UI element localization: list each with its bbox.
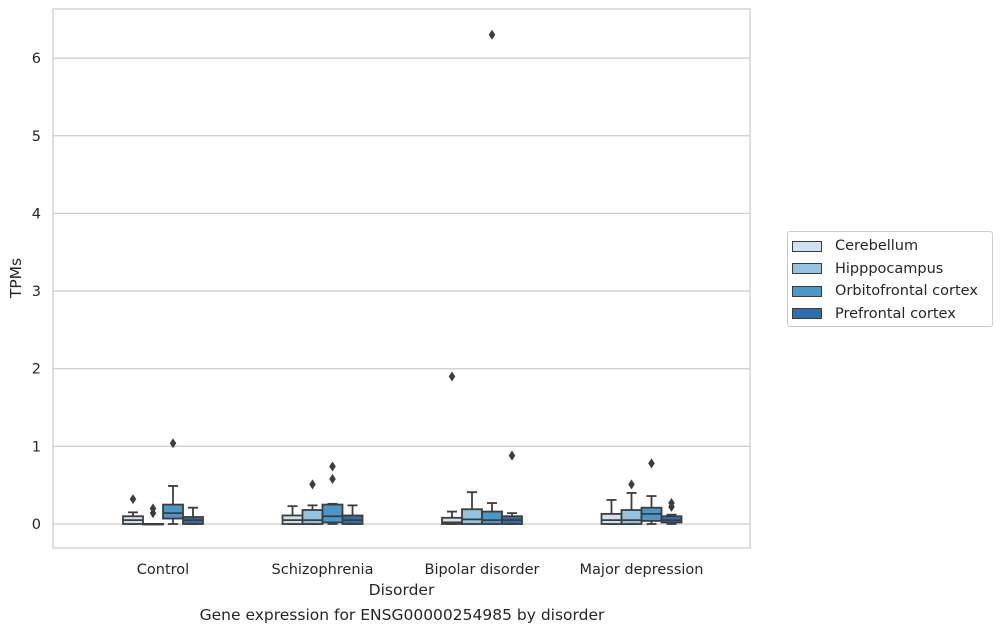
y-tick-label: 6	[32, 51, 41, 67]
outlier-point	[329, 473, 336, 484]
box-body	[620, 509, 643, 525]
y-tick-label: 1	[32, 439, 41, 455]
legend-item: Cerebellum	[792, 237, 918, 255]
figure-caption: Gene expression for ENSG00000254985 by d…	[199, 606, 605, 624]
x-tick-label: Schizophrenia	[272, 562, 374, 578]
y-tick-label: 2	[32, 362, 41, 378]
outlier-point	[448, 371, 456, 382]
box-prefrontal-cortex	[660, 498, 683, 525]
box-hipppocampus	[301, 479, 324, 525]
outlier-point	[648, 458, 655, 469]
x-tick-label: Major depression	[580, 562, 704, 578]
x-tick-label: Bipolar disorder	[425, 562, 540, 578]
box-body	[162, 503, 184, 520]
box-orbitofrontal-cortex	[640, 458, 663, 525]
y-tick-label: 5	[32, 129, 41, 145]
legend-swatch	[792, 308, 822, 319]
y-tick-label: 4	[32, 206, 41, 222]
box-orbitofrontal-cortex	[321, 461, 344, 525]
legend-label: Hipppocampus	[835, 260, 944, 277]
legend-label: Prefrontal cortex	[835, 305, 956, 322]
outlier-point	[149, 503, 157, 514]
box-cerebellum	[441, 371, 463, 525]
legend-swatch	[792, 240, 822, 252]
box-prefrontal-cortex	[501, 450, 523, 525]
x-axis-title: Disorder	[369, 581, 435, 599]
box-body	[461, 508, 483, 525]
box-hipppocampus	[142, 503, 164, 526]
outlier-point	[329, 461, 336, 472]
box-body	[301, 509, 324, 525]
y-tick-label: 0	[32, 517, 41, 533]
y-tick-labels: 0 1 2 3 4 5 6	[32, 51, 41, 533]
legend-item: Orbitofrontal cortex	[792, 282, 978, 300]
box-cerebellum	[600, 499, 623, 525]
box-cerebellum	[281, 505, 304, 525]
outlier-point	[668, 498, 675, 509]
y-axis-title: TPMs	[7, 258, 25, 299]
legend-swatch	[792, 285, 822, 297]
box-orbitofrontal-cortex	[481, 29, 503, 525]
x-tick-labels: Control Schizophrenia Bipolar disorder Majo…	[137, 562, 704, 578]
y-tick-label: 3	[32, 284, 41, 300]
box-body	[481, 510, 503, 525]
box-hipppocampus	[461, 491, 483, 525]
box-prefrontal-cortex	[182, 506, 204, 525]
outlier-point	[309, 479, 316, 490]
box-body	[600, 513, 623, 525]
legend-label: Orbitofrontal cortex	[835, 283, 978, 299]
outlier-point	[169, 438, 177, 449]
outlier-point	[488, 29, 496, 40]
legend-swatch	[792, 263, 822, 274]
outlier-point	[628, 479, 635, 490]
legend-item: Hipppocampus	[792, 260, 943, 278]
box-orbitofrontal-cortex	[162, 438, 184, 525]
legend-label: Cerebellum	[835, 238, 919, 254]
legend: Cerebellum Hipppocampus Orbitofrontal cort…	[787, 231, 993, 327]
outlier-point	[129, 494, 137, 505]
plot-frame	[52, 8, 751, 549]
outlier-point	[508, 450, 516, 461]
legend-item: Prefrontal cortex	[792, 305, 956, 323]
x-tick-label: Control	[137, 562, 189, 578]
box-cerebellum	[122, 494, 144, 525]
boxes-layer	[122, 29, 683, 526]
gridlines	[53, 57, 750, 525]
box-hipppocampus	[620, 479, 643, 525]
box-body	[321, 503, 344, 524]
box-prefrontal-cortex	[341, 504, 364, 525]
